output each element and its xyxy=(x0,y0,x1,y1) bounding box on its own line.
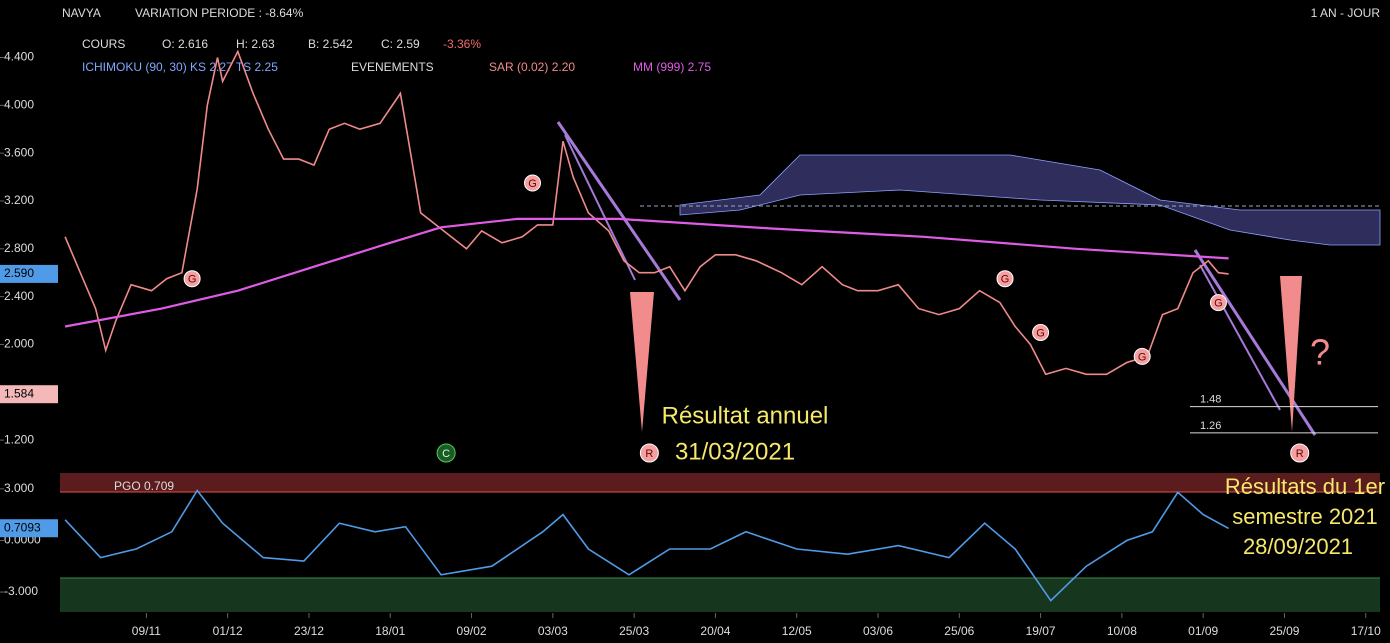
x-tick-label: 19/07 xyxy=(1026,624,1056,638)
x-tick-label: 01/09 xyxy=(1188,624,1218,638)
signal-label: G xyxy=(188,274,197,286)
y-tick-label: 2.800 xyxy=(4,241,34,255)
legend-low: B: 2.542 xyxy=(308,37,353,51)
y-tick-label: 2.000 xyxy=(4,337,34,351)
x-tick-label: 20/04 xyxy=(700,624,730,638)
annotation: semestre 2021 xyxy=(1232,504,1378,529)
signal-label: G xyxy=(1214,298,1223,310)
arrow-down xyxy=(630,292,654,432)
x-tick-label: 01/12 xyxy=(213,624,243,638)
event-label: R xyxy=(1296,448,1304,460)
period[interactable]: 1 AN - JOUR xyxy=(1311,6,1381,20)
signal-marker xyxy=(1032,324,1050,341)
x-tick-label: 10/08 xyxy=(1107,624,1137,638)
x-tick-label: 25/09 xyxy=(1269,624,1299,638)
y-tick-label: 3.200 xyxy=(4,193,34,207)
oscillator-title: PGO 0.709 xyxy=(114,479,174,493)
level-label: 1.26 xyxy=(1200,420,1221,432)
signal-marker xyxy=(183,270,201,288)
event-label: R xyxy=(645,448,653,460)
x-tick-label: 18/01 xyxy=(375,624,405,638)
legend-change: -3.36% xyxy=(443,37,481,51)
x-tick-label: 23/12 xyxy=(294,624,324,638)
oversold-zone xyxy=(60,578,1380,612)
legend-ichimoku: ICHIMOKU (90, 30) KS 2.27 TS 2.25 xyxy=(82,60,278,74)
price-tag-label: 2.590 xyxy=(4,266,34,280)
x-tick-label: 03/03 xyxy=(538,624,568,638)
y-tick-label: -3.000 xyxy=(4,584,38,598)
event-marker xyxy=(436,443,456,463)
signal-marker xyxy=(1209,294,1227,312)
legend-high: H: 2.63 xyxy=(236,37,275,51)
price-tag-label: 0.7093 xyxy=(4,520,41,534)
y-tick-label: 3.000 xyxy=(4,481,34,495)
series-line xyxy=(64,49,1229,376)
x-tick-label: 12/05 xyxy=(782,624,812,638)
annotation: Résultats du 1er xyxy=(1225,474,1385,499)
arrow-down xyxy=(1280,276,1302,432)
y-tick-label: 4.400 xyxy=(4,50,34,64)
variation: VARIATION PERIODE : -8.64% xyxy=(135,6,304,20)
trendline xyxy=(1193,249,1317,436)
signal-marker xyxy=(1133,347,1151,365)
trendline xyxy=(564,134,636,281)
y-tick-label: 4.000 xyxy=(4,97,34,111)
signal-label: G xyxy=(1036,327,1045,339)
event-marker xyxy=(639,443,659,463)
signal-marker xyxy=(996,270,1014,288)
signal-marker xyxy=(524,174,542,192)
price-tag xyxy=(0,264,58,283)
overbought-zone xyxy=(60,473,1380,492)
symbol: NAVYA xyxy=(62,6,101,20)
price-tag xyxy=(0,385,58,404)
annotation: ? xyxy=(1310,332,1330,373)
annotation: Résultat annuel xyxy=(662,402,829,429)
series-line xyxy=(64,217,1229,328)
price-tag-label: 1.584 xyxy=(4,386,34,400)
legend-mm: MM (999) 2.75 xyxy=(633,60,711,74)
event-label: C xyxy=(442,448,450,460)
legend-cours: COURS xyxy=(82,37,125,51)
x-tick-label: 17/10 xyxy=(1351,624,1381,638)
y-tick-label: 1.200 xyxy=(4,432,34,446)
x-tick-label: 25/06 xyxy=(944,624,974,638)
x-tick-label: 25/03 xyxy=(619,624,649,638)
x-tick-label: 03/06 xyxy=(863,624,893,638)
legend-close: C: 2.59 xyxy=(381,37,420,51)
event-marker xyxy=(1290,443,1310,463)
level-label: 1.48 xyxy=(1200,394,1221,406)
price-tag xyxy=(0,519,58,538)
legend-open: O: 2.616 xyxy=(162,37,208,51)
signal-label: G xyxy=(1138,351,1147,363)
x-tick-label: 09/02 xyxy=(457,624,487,638)
annotation: 31/03/2021 xyxy=(675,438,795,465)
trendline xyxy=(1199,264,1281,411)
y-tick-label: 2.400 xyxy=(4,289,34,303)
ichimoku-cloud xyxy=(679,154,1381,246)
annotation: 28/09/2021 xyxy=(1243,534,1353,559)
signal-label: G xyxy=(1001,274,1010,286)
legend-sar: SAR (0.02) 2.20 xyxy=(489,60,575,74)
legend-events: EVENEMENTS xyxy=(351,60,434,74)
x-tick-label: 09/11 xyxy=(132,624,161,638)
y-tick-label: 3.600 xyxy=(4,145,34,159)
signal-label: G xyxy=(528,178,537,190)
series-line xyxy=(64,489,1229,602)
